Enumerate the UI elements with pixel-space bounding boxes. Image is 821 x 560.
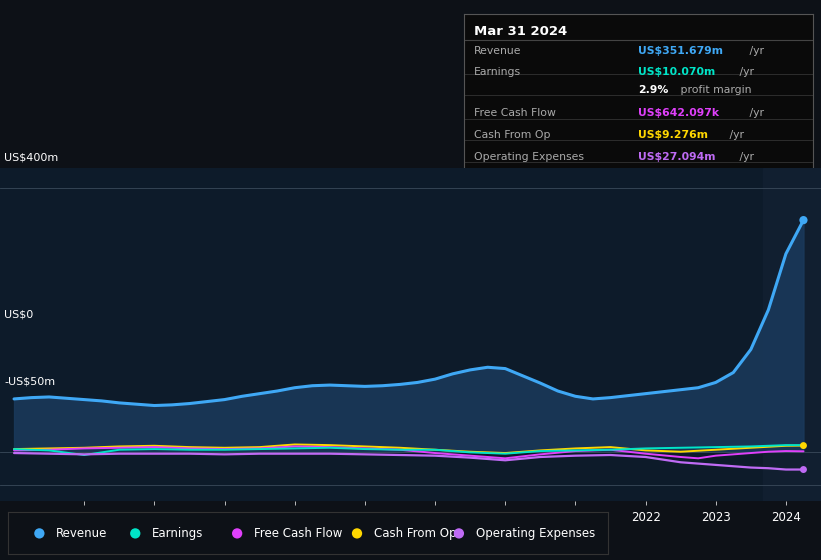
Text: Mar 31 2024: Mar 31 2024 [475, 25, 567, 38]
Point [797, 216, 810, 225]
Text: Revenue: Revenue [475, 46, 522, 56]
Point [231, 529, 244, 538]
Text: Operating Expenses: Operating Expenses [475, 527, 595, 540]
Text: Free Cash Flow: Free Cash Flow [254, 527, 342, 540]
Point [33, 529, 46, 538]
Text: US$0: US$0 [4, 309, 34, 319]
Text: US$400m: US$400m [4, 152, 58, 162]
Text: Revenue: Revenue [56, 527, 108, 540]
Text: US$642.097k: US$642.097k [639, 108, 719, 118]
Text: /yr: /yr [745, 46, 764, 56]
Text: /yr: /yr [727, 130, 745, 139]
Text: /yr: /yr [736, 67, 754, 77]
Text: US$9.276m: US$9.276m [639, 130, 709, 139]
Text: -US$50m: -US$50m [4, 376, 55, 386]
Point [351, 529, 364, 538]
Point [797, 465, 810, 474]
Text: Earnings: Earnings [475, 67, 521, 77]
Text: /yr: /yr [745, 108, 764, 118]
Text: /yr: /yr [736, 152, 754, 162]
Text: US$10.070m: US$10.070m [639, 67, 716, 77]
Text: Operating Expenses: Operating Expenses [475, 152, 585, 162]
Text: Cash From Op: Cash From Op [475, 130, 551, 139]
Text: US$351.679m: US$351.679m [639, 46, 723, 56]
Text: Free Cash Flow: Free Cash Flow [475, 108, 556, 118]
Text: Cash From Op: Cash From Op [374, 527, 456, 540]
Point [452, 529, 466, 538]
Bar [763, 168, 821, 501]
Point [797, 441, 810, 450]
Text: 2.9%: 2.9% [639, 85, 668, 95]
Text: US$27.094m: US$27.094m [639, 152, 716, 162]
Text: profit margin: profit margin [677, 85, 752, 95]
Text: Earnings: Earnings [152, 527, 204, 540]
Point [129, 529, 142, 538]
